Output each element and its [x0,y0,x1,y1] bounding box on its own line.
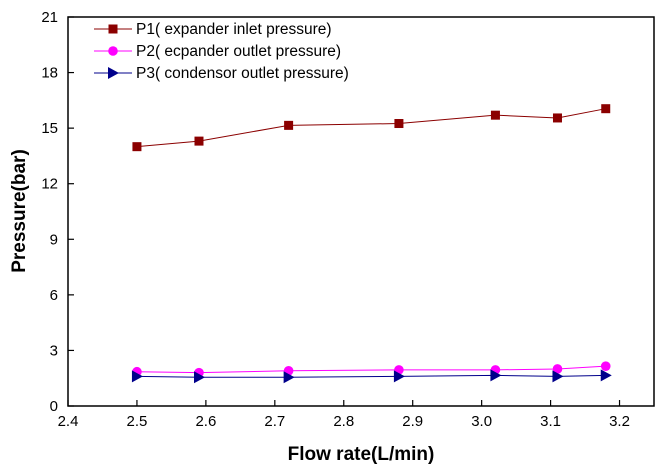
series-3 [131,369,612,384]
x-tick-label: 2.4 [58,413,79,430]
x-tick-label: 2.9 [402,413,423,430]
series-3-point [193,371,205,384]
legend-label: P2( ecpander outlet pressure) [136,43,341,60]
series-2-line [136,365,606,374]
y-tick-label: 18 [41,65,58,82]
legend-item-1: P1( expander inlet pressure) [94,21,332,38]
x-tick-label: 3.0 [471,413,492,430]
series-3-point [283,371,295,384]
series-1-point [132,142,142,152]
x-tick-label: 2.6 [195,413,216,430]
series-3-point [600,369,612,382]
legend-label: P3( condensor outlet pressure) [136,65,349,82]
series-layer [131,104,612,384]
y-axis-ticks: 0 3 6 9 12 15 18 21 [41,9,74,415]
x-tick-label: 3.1 [540,413,561,430]
series-3-line [136,374,606,378]
y-tick-label: 9 [50,231,58,248]
legend-marker [108,67,119,79]
series-3-point [131,370,143,383]
x-tick-label: 3.2 [609,413,630,430]
x-tick-label: 2.5 [127,413,148,430]
series-2 [132,361,611,378]
series-2-point [600,361,611,371]
series-3-point [490,369,502,382]
x-tick-label: 2.7 [264,413,285,430]
series-1-line [136,108,606,148]
x-axis-ticks: 2.4 2.5 2.6 2.7 2.8 2.9 3.0 3.1 3.2 [58,400,630,430]
legend-label: P1( expander inlet pressure) [136,21,332,38]
y-tick-label: 12 [41,176,58,193]
series-2-point [552,364,563,374]
legend-marker [108,46,118,56]
series-3-point [552,370,564,383]
series-1-point [394,119,404,129]
x-tick-label: 2.8 [333,413,354,430]
legend-item-2: P2( ecpander outlet pressure) [94,43,341,60]
y-axis-title: Pressure(bar) [9,149,30,273]
legend-item-3: P3( condensor outlet pressure) [94,65,349,82]
legend-marker [108,24,118,34]
series-1 [132,104,611,152]
y-tick-label: 15 [41,120,58,137]
y-tick-label: 3 [50,342,58,359]
series-1-point [284,120,294,130]
legend: P1( expander inlet pressure) P2( ecpander… [94,21,349,82]
y-tick-label: 6 [50,287,58,304]
series-1-point [601,104,611,114]
y-tick-label: 21 [41,9,58,26]
y-tick-label: 0 [50,398,58,415]
x-axis-title: Flow rate(L/min) [288,444,435,465]
series-3-point [393,370,405,383]
series-1-point [194,136,204,146]
series-1-point [490,110,500,120]
plot-frame [67,16,655,407]
series-1-point [552,113,562,123]
